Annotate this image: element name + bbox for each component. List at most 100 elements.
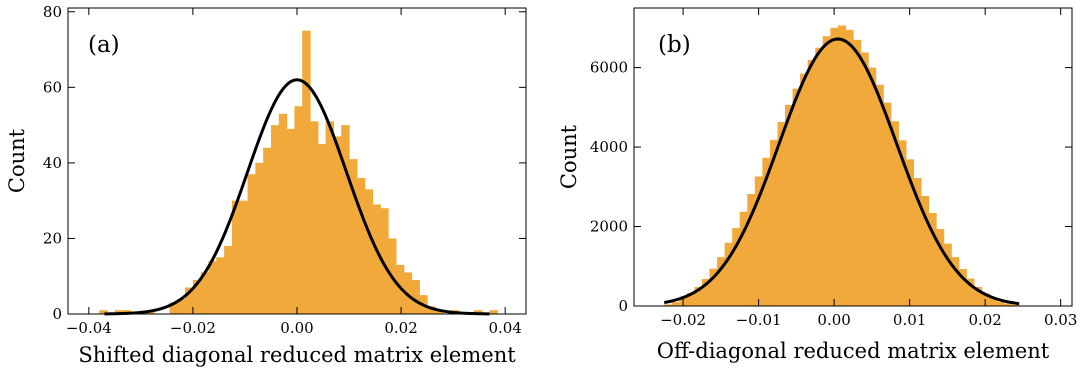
y-axis-label-a: Count [5,128,29,193]
histogram-bar [664,304,673,306]
x-tick-label: 0.02 [968,311,1001,329]
histogram-bar [754,176,763,306]
y-tick-label: 20 [43,229,62,247]
histogram-bar [686,292,696,306]
panel-b: −0.02 −0.01 0.00 0.01 0.02 0.030200040006000 … [557,7,1077,363]
histogram-bar [951,257,960,306]
histogram-bars-b [664,25,1020,307]
x-tick-label: −0.02 [660,311,706,329]
gaussian-fit-curve-a [104,78,490,316]
x-tick-label: 0.02 [384,319,417,337]
histogram-bar [868,67,877,306]
x-axis-label-a: Shifted diagonal reduced matrix element [78,343,516,367]
histogram-bar [671,302,680,306]
histogram-bar [434,310,444,314]
histogram-bar [427,306,436,314]
axes-frame-b [633,7,1073,307]
histogram-bar [973,286,982,306]
x-tick-label: 0.01 [893,311,926,329]
histogram-bar [815,47,824,306]
histogram-bar [845,29,854,306]
histogram-bar [724,242,733,306]
histogram-bar [717,257,726,306]
histogram-bar [701,278,711,306]
y-tick-label: 0 [52,305,62,323]
x-tick-label: −0.01 [736,311,782,329]
histogram-bar [325,121,335,314]
y-tick-label: 40 [43,154,62,172]
panel-label-b: (b) [658,32,691,58]
y-axis-label-b: Count [557,124,581,189]
histogram-bar [883,102,892,306]
histogram-bar [898,140,907,306]
histogram-bar [372,204,381,314]
histogram-bar [114,310,124,314]
histogram-bar [860,52,869,306]
y-tick-label: 60 [43,78,62,96]
histogram-bar [988,298,998,306]
histogram-bar [958,269,967,306]
histogram-bar [231,200,241,314]
histogram-bar [830,27,839,307]
histogram-bar [224,246,233,314]
histogram-bar [270,125,280,314]
histogram-bar [837,25,847,306]
panel-a: −0.04 −0.02 0.00 0.02 0.04 0 20 40 60 80 (a) Shif… [5,3,527,367]
histogram-bar [694,286,703,306]
histogram-bar [762,157,771,306]
histogram-bar [913,178,922,306]
histogram-bar [739,211,748,306]
x-tick-label: −0.02 [170,319,216,337]
histogram-bar [185,287,194,314]
histogram-bar [341,125,350,314]
histogram-bar [364,189,374,314]
histogram-bar [996,301,1005,306]
histogram-bar [263,147,272,314]
histogram-bar [1011,304,1020,306]
gaussian-fit-curve-b [663,37,1020,306]
histogram-bar [709,268,718,306]
histogram-bar [800,73,809,306]
histogram-bar [890,121,899,307]
histogram-bar [310,121,319,314]
x-tick-label: 0.04 [488,319,521,337]
histogram-bar [356,178,366,314]
y-tick-label: 80 [43,3,62,21]
histogram-bar [349,159,358,314]
y-tick-label: 6000 [590,59,628,77]
histogram-bars-a [99,30,498,314]
histogram-bar [302,30,311,314]
histogram-bar [769,139,779,306]
histogram-bar [333,136,342,314]
histogram-bar [1004,303,1013,306]
histogram-bar [177,298,186,314]
histogram-bar [905,159,915,306]
histogram-bar [966,278,975,306]
histogram-bar [807,60,816,306]
histogram-bar [200,272,210,314]
histogram-bar [255,162,264,314]
histogram-bar [411,280,420,314]
histogram-bar [747,193,756,306]
histogram-bar [294,106,303,314]
histogram-bar [777,122,786,306]
ticks-a: −0.04 −0.02 0.00 0.02 0.04 0 20 40 60 80 [43,3,526,337]
histogram-bar [278,113,288,314]
x-tick-label: −0.04 [66,319,112,337]
histogram-bar [785,104,794,306]
x-tick-label: 0.00 [280,319,313,337]
histogram-bar [936,228,945,306]
histogram-bar [792,88,801,306]
histogram-bar [192,280,202,314]
y-tick-label: 4000 [590,138,628,156]
y-tick-label: 2000 [590,218,628,236]
histogram-bar [317,144,327,314]
histogram-bar [489,310,498,314]
histogram-bar [216,257,225,314]
histogram-bar [247,174,256,314]
panel-label-a: (a) [88,32,120,58]
histogram-bar [473,310,483,314]
x-tick-label: 0.03 [1044,311,1077,329]
histogram-bar [943,243,952,306]
